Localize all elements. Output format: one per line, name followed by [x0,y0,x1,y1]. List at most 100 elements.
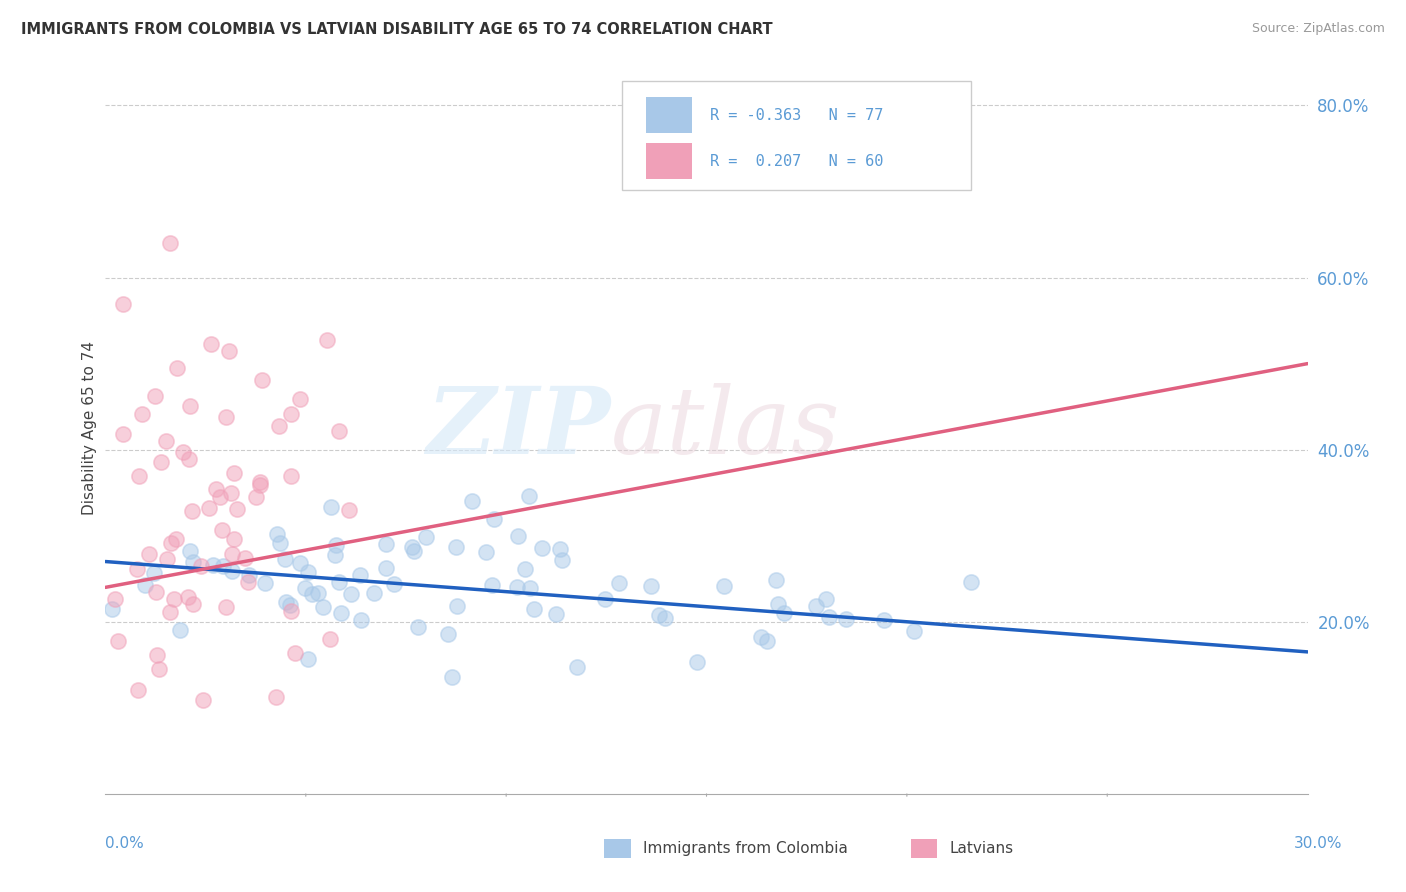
Point [307,586,329,600]
Point [519,581,541,595]
Point [198,501,221,516]
Point [269,418,291,433]
Point [221,564,243,578]
Point [104,591,127,606]
Point [215,599,238,614]
Point [107,633,129,648]
Point [180,504,202,518]
Point [593,591,616,606]
Point [138,547,160,561]
Point [406,620,429,634]
Point [145,584,167,599]
Point [773,606,796,620]
Point [301,587,323,601]
Point [349,567,371,582]
Bar [605,839,631,857]
Point [523,602,546,616]
Point [401,540,423,554]
Point [815,592,838,607]
Point [131,407,153,421]
Point [766,597,789,611]
Point [266,527,288,541]
Point [165,533,187,547]
Point [804,599,827,613]
Point [155,434,177,448]
Point [149,455,172,469]
Point [280,407,302,421]
Point [363,585,385,599]
Point [159,605,181,619]
Point [253,575,276,590]
Point [648,607,671,622]
Point [290,392,312,406]
Point [640,579,662,593]
Point [221,547,243,561]
Bar [911,839,938,857]
Point [125,562,148,576]
Point [404,544,426,558]
Point [903,624,925,639]
Point [177,591,200,605]
Point [374,561,396,575]
Point [350,613,373,627]
Point [749,630,772,644]
Point [205,482,228,496]
Point [546,607,568,621]
Point [278,598,301,612]
Point [551,553,574,567]
Point [181,555,204,569]
Point [148,662,170,676]
Point [316,333,339,347]
Point [337,503,360,517]
Point [252,373,274,387]
Point [218,344,240,359]
Text: 0.0%: 0.0% [105,836,145,851]
Point [274,595,297,609]
Point [280,469,302,483]
Point [461,494,484,508]
Point [128,682,150,697]
Bar [647,143,692,179]
Point [128,469,150,483]
Point [330,607,353,621]
Text: ZIP: ZIP [426,384,610,473]
Point [236,574,259,589]
Point [517,489,540,503]
Point [288,556,311,570]
Point [765,573,787,587]
Point [143,389,166,403]
Point [755,633,778,648]
Text: R =  0.207   N = 60: R = 0.207 N = 60 [710,153,883,169]
Point [319,500,342,514]
Point [159,236,181,251]
Point [224,466,246,480]
Point [319,632,342,647]
Point [249,475,271,489]
Point [713,579,735,593]
Point [145,648,167,662]
Point [101,602,124,616]
Point [224,533,246,547]
Point [328,575,350,590]
Point [249,478,271,492]
Point [325,537,347,551]
Point [233,551,256,566]
Point [328,424,350,438]
Point [134,577,156,591]
Point [446,599,468,614]
Point [111,427,134,442]
Point [440,670,463,684]
Point [444,541,467,555]
FancyBboxPatch shape [623,81,972,191]
Point [169,624,191,638]
Point [415,530,437,544]
Point [183,597,205,611]
Text: Latvians: Latvians [949,841,1014,856]
Text: Immigrants from Colombia: Immigrants from Colombia [643,841,848,856]
Point [238,568,260,582]
Point [960,575,983,590]
Point [212,558,235,573]
Text: Source: ZipAtlas.com: Source: ZipAtlas.com [1251,22,1385,36]
Point [297,565,319,579]
Point [274,551,297,566]
